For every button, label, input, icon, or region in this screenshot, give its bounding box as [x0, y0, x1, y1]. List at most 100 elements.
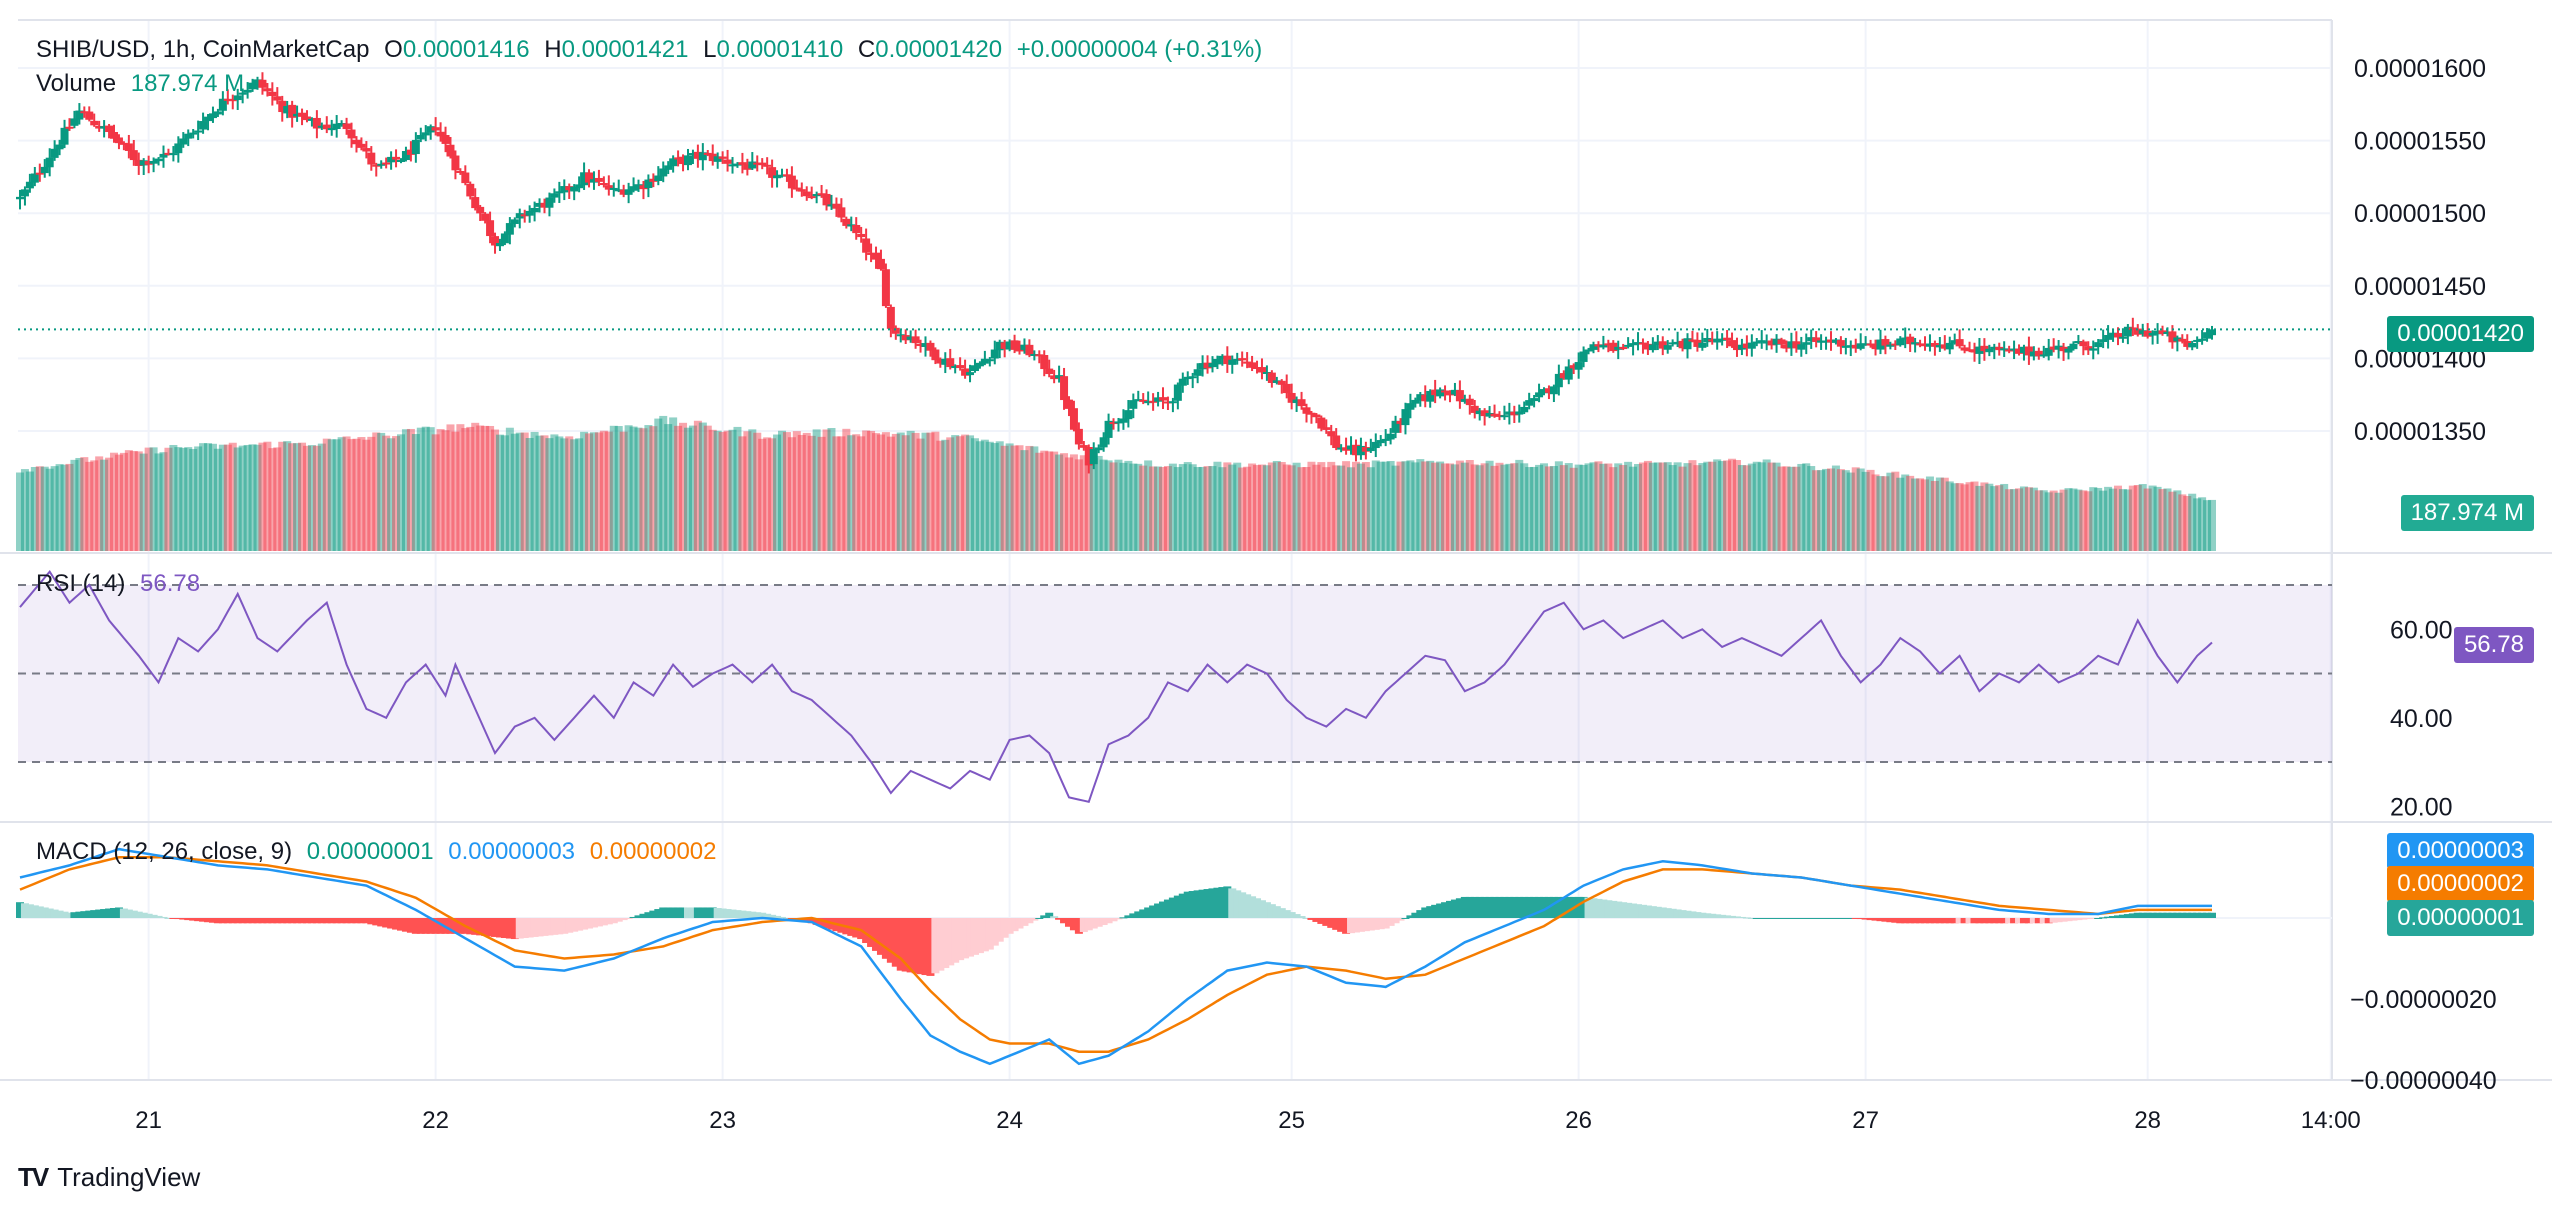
volume-bar	[1015, 445, 1024, 551]
volume-bar	[778, 430, 787, 551]
macd-histogram-bar	[1490, 896, 1499, 918]
candle-body	[273, 96, 282, 101]
macd-histogram-bar	[1144, 907, 1153, 918]
candle-body	[980, 358, 989, 364]
price-tick-label: 0.00001500	[2354, 200, 2486, 228]
volume-bar	[1742, 465, 1751, 551]
macd-histogram-bar	[90, 910, 99, 918]
volume-bar	[748, 429, 757, 551]
volume-bar	[946, 437, 955, 551]
macd-histogram-bar	[2148, 912, 2157, 918]
macd-histogram-bar	[1698, 912, 1707, 918]
macd-histogram-bar	[189, 918, 198, 921]
price-tag: 0.00001420	[2387, 316, 2534, 352]
volume-bar	[95, 456, 104, 551]
candle-body	[1737, 344, 1746, 350]
volume-bar	[822, 429, 831, 551]
macd-label[interactable]: MACD (12, 26, close, 9)	[36, 838, 293, 865]
macd-histogram-bar	[1149, 905, 1158, 918]
macd-histogram-bar	[471, 918, 480, 935]
rsi-label[interactable]: RSI (14)	[36, 570, 126, 597]
volume-bar	[2005, 489, 2014, 551]
macd-histogram-bar	[110, 907, 119, 918]
macd-histogram-bar	[283, 918, 292, 924]
macd-histogram-bar	[565, 918, 574, 933]
volume-bar	[1916, 478, 1925, 551]
volume-bar	[679, 422, 688, 551]
macd-histogram-bar	[2113, 915, 2122, 918]
candle-body	[1629, 343, 1638, 346]
candle-body	[1544, 388, 1553, 393]
volume-bar	[218, 444, 227, 551]
candle-body	[1891, 343, 1900, 346]
volume-bar	[1599, 463, 1608, 551]
volume-bar	[1564, 463, 1573, 551]
candle-body	[1876, 339, 1885, 350]
rsi-tag: 56.78	[2453, 627, 2534, 663]
candle-body	[337, 123, 346, 126]
volume-bar	[1129, 463, 1138, 551]
candle-body	[2005, 349, 2014, 352]
candle-body	[624, 189, 633, 195]
candle-body	[1752, 341, 1761, 344]
volume-bar	[223, 444, 232, 551]
hist-tag: 0.00000001	[2387, 900, 2534, 936]
volume-bar	[1515, 459, 1524, 551]
candle-body	[357, 143, 366, 148]
volume-bar	[1822, 468, 1831, 551]
candle-body	[1901, 337, 1910, 340]
candle-body	[560, 186, 569, 193]
candle-body	[787, 175, 796, 189]
macd-histogram-bar	[575, 918, 584, 931]
volume-bar	[1871, 474, 1880, 551]
volume-bar	[2109, 488, 2118, 551]
macd-legend: MACD (12, 26, close, 9) 0.00000001 0.000…	[36, 838, 725, 866]
macd-histogram-bar	[75, 911, 84, 918]
symbol-label[interactable]: SHIB/USD, 1h, CoinMarketCap	[36, 36, 370, 63]
volume-bar	[1807, 466, 1816, 551]
volume-bar	[119, 452, 128, 551]
time-tick-label: 24	[996, 1107, 1023, 1134]
volume-bar	[1624, 461, 1633, 551]
volume-bar	[30, 466, 39, 551]
candle-body	[1005, 341, 1014, 350]
macd-histogram-bar	[1129, 913, 1138, 918]
volume-bar	[416, 427, 425, 551]
volume-bar	[2069, 488, 2078, 551]
candle-body	[599, 183, 608, 186]
candle-body	[233, 95, 242, 101]
candle-body	[466, 183, 475, 197]
candle-body	[1292, 399, 1301, 404]
volume-bar	[560, 438, 569, 551]
candle-body	[1282, 383, 1291, 394]
candle-body	[1609, 342, 1618, 352]
volume-bar	[2099, 490, 2108, 551]
macd-histogram-bar	[154, 915, 163, 918]
candle-body	[634, 184, 643, 188]
macd-histogram-bar	[421, 918, 430, 934]
volume-bar	[654, 418, 663, 551]
candle-body	[2099, 339, 2108, 342]
volume-label[interactable]: Volume	[36, 70, 117, 97]
volume-bar	[1381, 461, 1390, 551]
volume-bar	[446, 424, 455, 551]
tradingview-logo[interactable]: TV TradingView	[18, 1162, 200, 1193]
candle-body	[1163, 401, 1172, 404]
macd-histogram-bar	[263, 918, 272, 924]
candle-body	[2183, 341, 2192, 347]
macd-histogram-bar	[1134, 911, 1143, 918]
tradingview-logo-icon: TV	[18, 1162, 49, 1192]
macd-histogram-bar	[149, 914, 158, 918]
macd-histogram-bar	[990, 918, 999, 946]
volume-bar	[1569, 467, 1578, 551]
candle-body	[1406, 403, 1415, 410]
macd-histogram-bar	[1757, 918, 1766, 919]
macd-histogram-bar	[114, 907, 123, 918]
macd-histogram-bar	[1040, 915, 1049, 918]
candle-body	[1856, 343, 1865, 349]
candle-body	[1574, 362, 1583, 370]
candle-body	[40, 166, 49, 174]
candle-body	[258, 79, 267, 88]
candle-body	[332, 123, 341, 130]
